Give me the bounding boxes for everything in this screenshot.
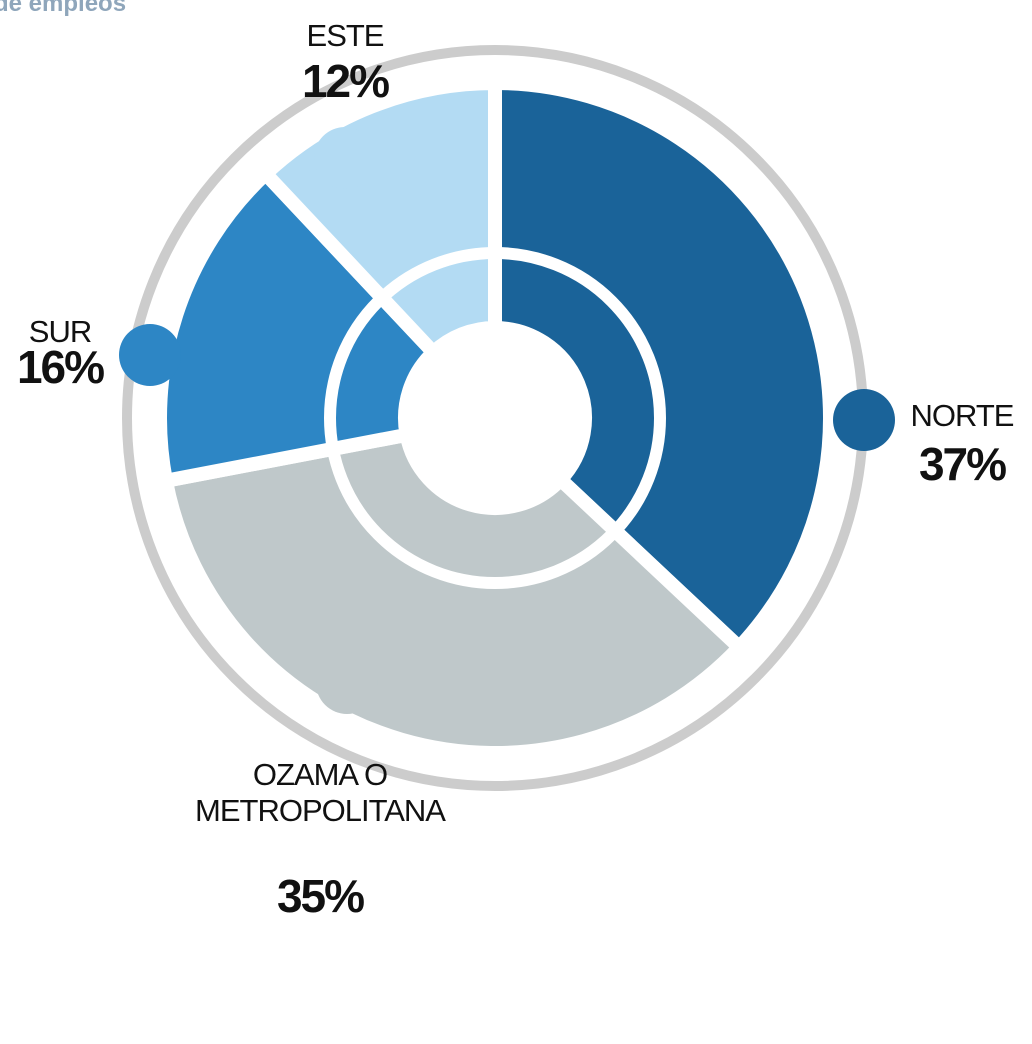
value-label: 35% — [276, 870, 365, 922]
legend-dot — [316, 652, 378, 714]
category-label: SUR — [28, 314, 92, 349]
category-label: ESTE — [306, 18, 385, 53]
chart-title: de empleos — [0, 0, 127, 17]
value-label: 16% — [16, 341, 105, 393]
value-label: 37% — [918, 438, 1007, 490]
legend-dot — [314, 127, 376, 189]
value-label: 12% — [301, 55, 390, 107]
legend-dot — [833, 389, 895, 451]
center-hole — [405, 328, 585, 508]
legend-dot — [119, 324, 181, 386]
inner-divider — [324, 247, 666, 589]
category-label: OZAMA O METROPOLITANA — [195, 757, 446, 828]
category-label: NORTE — [910, 398, 1015, 433]
